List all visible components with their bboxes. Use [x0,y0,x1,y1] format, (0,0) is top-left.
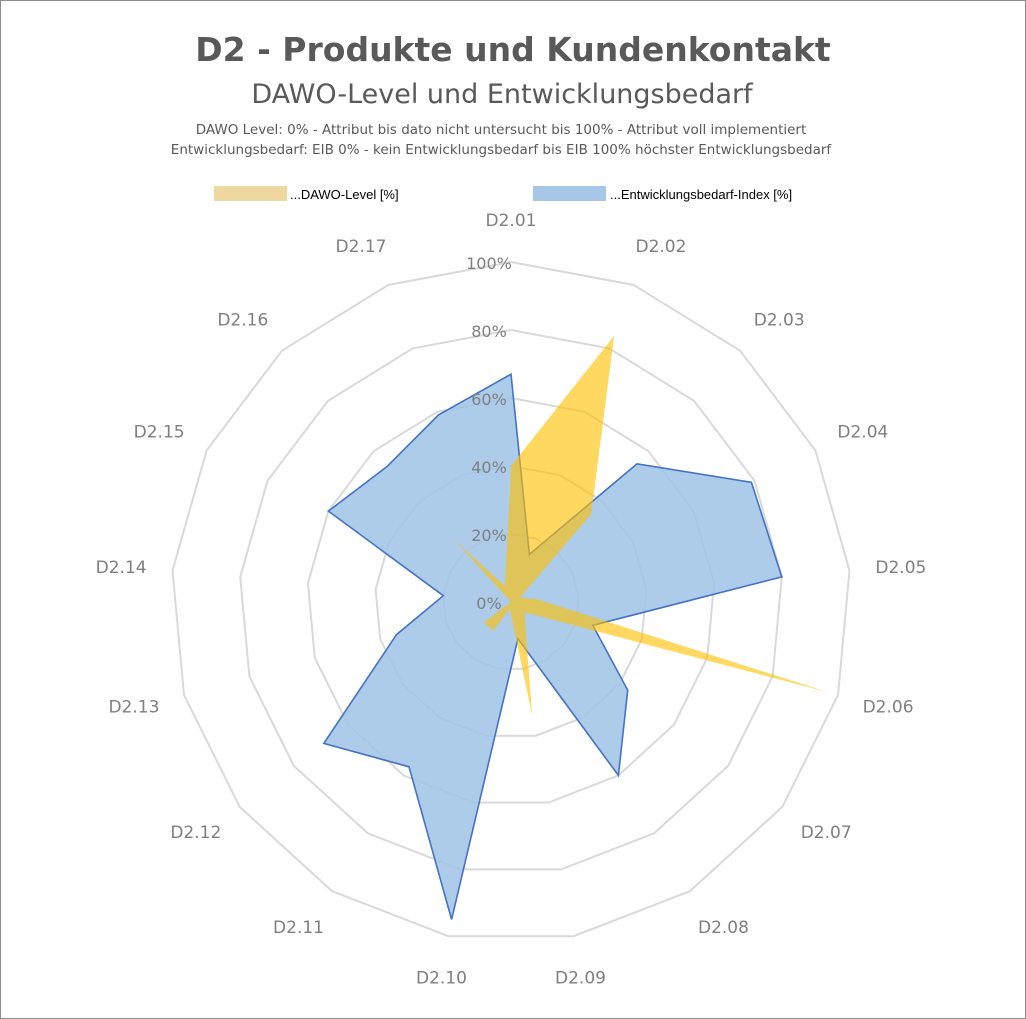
radar-category-labels: D2.01 D2.02 D2.03 D2.04 D2.05 D2.06 D2.07 D2.08… [96,211,927,989]
series-area-dawo-level [243,335,829,716]
grid-ring-4 [239,328,783,871]
category-label: D2.12 [170,823,221,843]
chart-subtitle: DAWO-Level und Entwicklungsbedarf [251,79,754,110]
r-tick-label: 40% [471,458,507,477]
category-label: D2.04 [837,423,888,443]
chart-note-1: DAWO Level: 0% - Attribut bis dato nicht… [196,122,807,138]
legend-swatch-entwicklung [533,186,606,201]
series-area-entwicklungsbedarf [322,372,783,920]
category-label: D2.01 [486,211,537,231]
r-tick-label: 0% [476,594,501,613]
legend: ...DAWO-Level [%] ...Entwicklungsbedarf-… [214,186,792,202]
category-label: D2.16 [217,311,268,331]
category-label: D2.11 [273,918,324,938]
radar-tick-labels: 0% 20% 40% 60% 80% 100% [466,254,512,613]
r-tick-label: 80% [471,322,507,341]
legend-swatch-dawo [214,186,287,201]
category-label: D2.17 [336,237,387,257]
category-label: D2.06 [863,698,914,718]
category-label: D2.03 [754,311,805,331]
category-label: D2.15 [134,423,185,443]
r-tick-label: 100% [466,254,512,273]
legend-label-entwicklung: ...Entwicklungsbedarf-Index [%] [610,187,792,202]
category-label: D2.10 [416,969,467,989]
category-label: D2.14 [96,558,147,578]
chart-title: D2 - Produkte und Kundenkontakt [195,30,831,69]
category-label: D2.07 [801,823,852,843]
radar-series [243,335,829,920]
r-tick-label: 60% [471,390,507,409]
category-label: D2.08 [698,918,749,938]
category-label: D2.05 [875,558,926,578]
grid-ring-5 [171,260,851,938]
chart-note-2: Entwicklungsbedarf: EIB 0% - kein Entwic… [171,142,833,158]
r-tick-label: 20% [471,526,507,545]
legend-label-dawo: ...DAWO-Level [%] [290,187,399,202]
category-label: D2.02 [636,237,687,257]
category-label: D2.09 [555,969,606,989]
category-label: D2.13 [108,698,159,718]
